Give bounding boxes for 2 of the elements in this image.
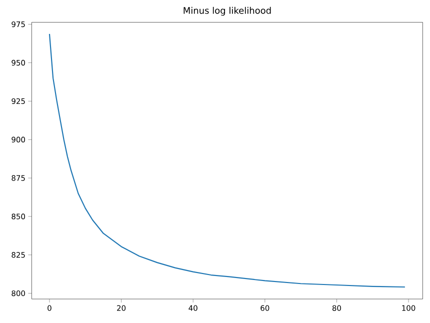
chart-title: Minus log likelihood [184,6,271,16]
line-series [48,33,406,288]
